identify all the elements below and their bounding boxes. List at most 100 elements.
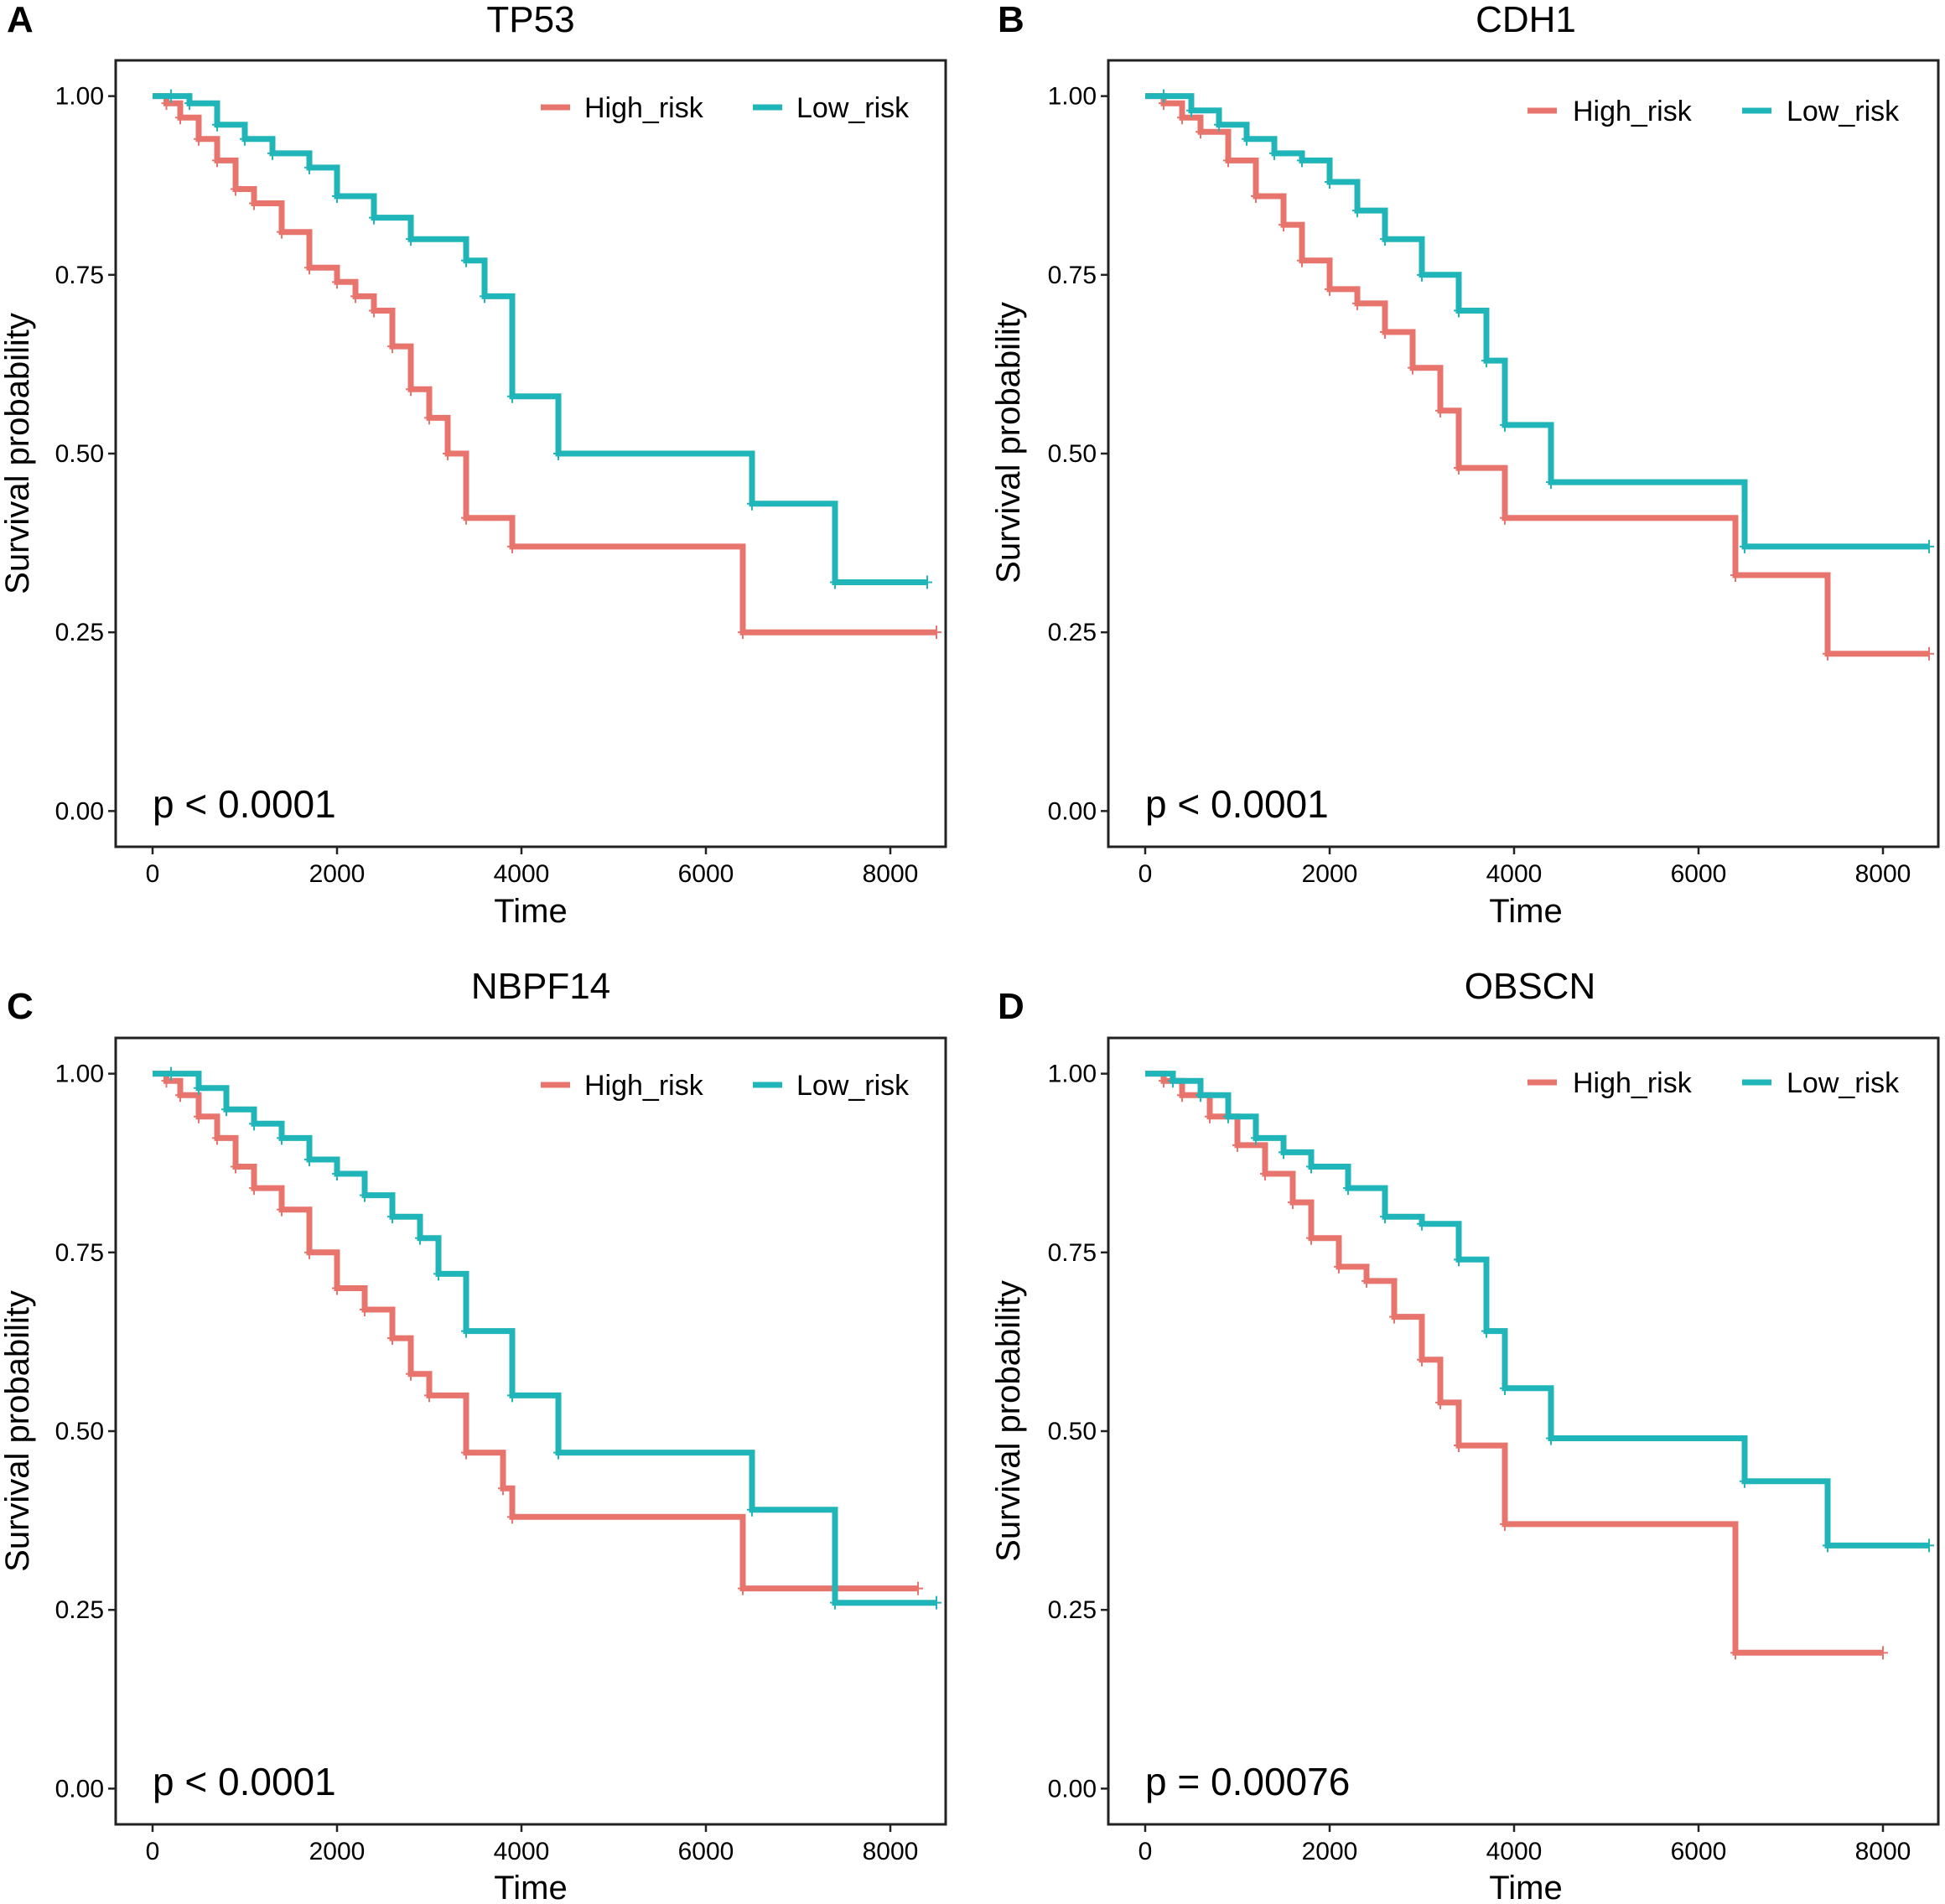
x-tick-label: 8000: [1855, 1838, 1911, 1865]
censor-mark: [1325, 282, 1335, 296]
censor-mark: [387, 340, 397, 354]
x-tick-label: 4000: [1486, 1838, 1543, 1865]
censor-mark: [1454, 1439, 1464, 1453]
censor-mark: [1223, 1109, 1233, 1123]
censor-mark: [304, 160, 314, 174]
chart-panel-d: D OBSCN 0.00 0.25 0.50 0.75 1.00 0 2000 4000 60…: [972, 952, 1945, 1904]
censor-mark: [1168, 1074, 1178, 1088]
censor-mark: [332, 275, 342, 289]
censor-mark: [1417, 1352, 1427, 1367]
y-tick-label: 1.00: [55, 83, 104, 111]
censor-mark: [1380, 1210, 1390, 1224]
y-axis-label: Survival probability: [990, 1280, 1027, 1562]
censor-mark: [507, 389, 517, 403]
censor-mark: [1362, 1274, 1372, 1288]
censor-mark: [360, 1303, 370, 1317]
x-tick-label: 6000: [678, 860, 734, 888]
censor-mark: [1306, 1160, 1316, 1174]
chart-svg: C NBPF14 0.00 0.25 0.50 0.75 1.00 0 2000 4000 6…: [0, 966, 947, 1904]
censor-mark: [433, 1267, 443, 1281]
x-axis-label: Time: [1489, 893, 1562, 930]
censor-mark: [184, 96, 194, 111]
legend-low-label: Low_risk: [796, 1070, 910, 1102]
y-axis-label: Survival probability: [0, 1290, 36, 1572]
x-tick-label: 2000: [1302, 1838, 1358, 1865]
censor-mark: [1500, 511, 1510, 525]
censor-mark: [221, 1102, 231, 1117]
y-axis-label: Survival probability: [0, 313, 36, 594]
plot-frame: [1107, 1036, 1940, 1826]
censor-mark: [231, 182, 241, 196]
censor-mark: [1924, 539, 1934, 553]
censor-mark: [443, 447, 453, 460]
chart-panel-a: A TP53 0.00 0.25 0.50 0.75 1.00 0 2000 4000 600…: [0, 0, 972, 952]
censor-mark: [277, 1131, 287, 1145]
censor-mark: [166, 1066, 176, 1081]
p-value: p < 0.0001: [153, 1760, 336, 1803]
censor-mark: [1251, 189, 1261, 204]
x-axis-label: Time: [1489, 1870, 1562, 1904]
chart-svg: B CDH1 0.00 0.25 0.50 0.75 1.00 0 2000 4000 600…: [990, 0, 1940, 930]
censor-mark: [249, 1117, 259, 1131]
censor-mark: [461, 511, 471, 525]
censor-mark: [1740, 1474, 1750, 1488]
chart-panel-b: B CDH1 0.00 0.25 0.50 0.75 1.00 0 2000 4000 600…: [972, 0, 1945, 952]
censor-mark: [461, 1445, 471, 1460]
panel-label: A: [7, 0, 34, 40]
censor-mark: [249, 1181, 259, 1196]
censor-mark: [406, 1367, 416, 1381]
censor-mark: [424, 1388, 434, 1403]
censor-mark: [1730, 1646, 1740, 1660]
censor-mark: [1297, 153, 1307, 168]
censor-mark: [1924, 646, 1934, 661]
censor-mark: [1186, 103, 1196, 117]
censor-mark: [231, 1160, 241, 1174]
censor-mark: [166, 89, 176, 103]
censor-mark: [1481, 1324, 1491, 1338]
y-axis-label: Survival probability: [990, 302, 1027, 584]
plot-frame: [114, 1036, 947, 1826]
p-value: p = 0.00076: [1145, 1760, 1350, 1803]
chart-svg: D OBSCN 0.00 0.25 0.50 0.75 1.00 0 2000 4000 60…: [990, 966, 1940, 1904]
censor-mark: [175, 1088, 185, 1102]
censor-mark: [1546, 475, 1556, 490]
censor-mark: [1177, 111, 1187, 125]
x-tick-label: 4000: [1486, 860, 1543, 888]
censor-mark: [415, 1231, 425, 1245]
y-tick-label: 0.75: [1048, 1239, 1097, 1267]
censor-mark: [267, 146, 277, 160]
censor-mark: [1500, 418, 1510, 432]
chart-svg: A TP53 0.00 0.25 0.50 0.75 1.00 0 2000 4000 600…: [0, 0, 947, 930]
y-tick-label: 0.75: [55, 1239, 104, 1267]
y-tick-label: 1.00: [1048, 83, 1097, 111]
censor-mark: [507, 539, 517, 553]
x-tick-label: 0: [1138, 860, 1153, 888]
censor-mark: [387, 1331, 397, 1346]
censor-mark: [360, 1188, 370, 1202]
censor-mark: [249, 196, 259, 210]
x-tick-label: 0: [146, 860, 160, 888]
censor-mark: [830, 1595, 840, 1610]
x-tick-label: 2000: [1302, 860, 1358, 888]
censor-mark: [304, 1245, 314, 1259]
censor-mark: [1251, 1131, 1261, 1145]
censor-mark: [175, 111, 185, 125]
x-tick-label: 6000: [678, 1838, 734, 1865]
censor-mark: [424, 411, 434, 425]
censor-mark: [1205, 1109, 1215, 1123]
censor-mark: [1500, 1517, 1510, 1531]
censor-mark: [1223, 153, 1233, 168]
survival-curve-high-risk: [153, 93, 936, 636]
y-tick-label: 0.50: [55, 440, 104, 468]
legend-low-label: Low_risk: [1787, 96, 1900, 127]
censor-mark: [1380, 325, 1390, 340]
censor-mark: [1500, 1381, 1510, 1395]
x-tick-label: 4000: [494, 860, 550, 888]
censor-mark: [553, 447, 563, 460]
censor-mark: [304, 1152, 314, 1166]
x-axis-label: Time: [494, 893, 567, 930]
censor-mark: [480, 289, 490, 303]
censor-mark: [277, 1202, 287, 1217]
censor-mark: [1740, 539, 1750, 553]
survival-curve-high-risk: [1145, 1071, 1883, 1656]
